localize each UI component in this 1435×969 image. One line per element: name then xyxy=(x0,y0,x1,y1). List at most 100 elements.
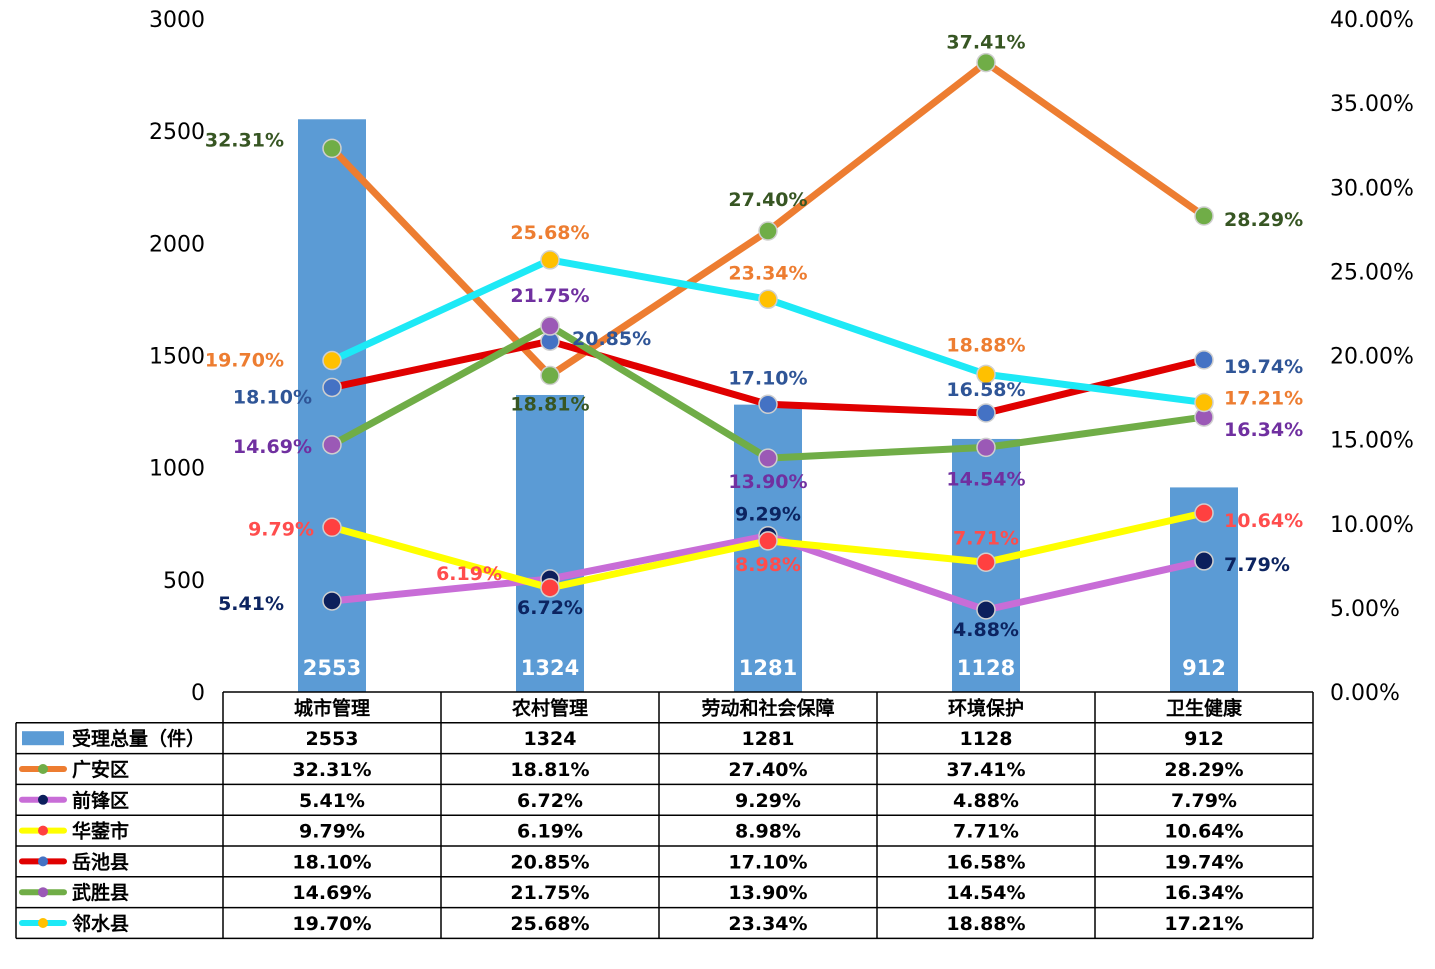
right-axis: 0.00% 5.00% 10.00% 15.00% 20.00% 25.00% 30.00%… xyxy=(1330,8,1414,706)
point-label: 32.31% xyxy=(205,129,284,151)
table-header-cell: 劳动和社会保障 xyxy=(701,696,834,719)
right-axis-tick-label: 35.00% xyxy=(1330,92,1414,117)
point-label: 6.19% xyxy=(436,563,502,585)
left-axis-tick-label: 0 xyxy=(191,681,205,706)
bar xyxy=(516,394,584,692)
point-label: 9.29% xyxy=(735,504,801,526)
point-label: 5.41% xyxy=(218,593,284,615)
table-header-cell: 卫生健康 xyxy=(1166,696,1243,719)
table-header-cell: 农村管理 xyxy=(511,696,588,719)
point-label: 14.69% xyxy=(233,436,312,458)
table-cell: 4.88% xyxy=(953,790,1019,812)
series-marker xyxy=(322,591,342,611)
table-cell: 37.41% xyxy=(946,759,1025,781)
table-cell: 10.64% xyxy=(1164,821,1243,843)
series-marker xyxy=(976,600,996,620)
table-cell: 20.85% xyxy=(510,851,589,873)
point-label: 16.34% xyxy=(1224,419,1303,441)
series-marker xyxy=(322,435,342,455)
series-marker xyxy=(540,250,560,270)
series-marker xyxy=(758,289,778,310)
bar-value-label: 1128 xyxy=(957,656,1015,680)
table-cell: 16.58% xyxy=(946,851,1025,873)
table-cell: 912 xyxy=(1184,728,1224,750)
data-labels: 32.31% 18.81% 27.40% 37.41% 28.29% 5.41% 6.72%… xyxy=(205,32,1303,641)
point-label: 7.71% xyxy=(953,527,1019,549)
point-label: 21.75% xyxy=(510,285,589,307)
point-label: 4.88% xyxy=(953,619,1019,641)
series-marker xyxy=(540,578,560,598)
table-cell: 5.41% xyxy=(299,790,365,812)
legend-key-marker xyxy=(38,764,48,774)
series-marker xyxy=(1194,350,1214,370)
table-cell: 17.21% xyxy=(1164,913,1243,935)
right-axis-tick-label: 40.00% xyxy=(1330,8,1414,33)
point-label: 37.41% xyxy=(946,32,1025,54)
point-label: 19.70% xyxy=(205,350,284,372)
left-axis-tick-label: 1500 xyxy=(149,345,205,370)
table-cell: 14.69% xyxy=(292,882,371,904)
series-marker xyxy=(758,531,778,551)
table-cell: 27.40% xyxy=(728,759,807,781)
series-marker xyxy=(976,52,996,73)
point-label: 18.88% xyxy=(946,334,1025,356)
point-label: 13.90% xyxy=(728,471,807,493)
table-cell: 9.79% xyxy=(299,821,365,843)
right-axis-tick-label: 20.00% xyxy=(1330,345,1414,370)
table-cell: 32.31% xyxy=(292,759,371,781)
table-cell: 18.10% xyxy=(292,851,371,873)
point-label: 20.85% xyxy=(572,328,651,350)
series-marker xyxy=(322,350,342,371)
series-marker xyxy=(1194,503,1214,523)
table-cell: 19.70% xyxy=(292,913,371,935)
table-cell: 1128 xyxy=(960,728,1013,750)
bar-value-label: 2553 xyxy=(303,656,361,680)
table-cell: 2553 xyxy=(306,728,359,750)
left-axis-tick-label: 2000 xyxy=(149,232,205,257)
table-row-name: 广安区 xyxy=(72,758,129,781)
table-header-cell: 城市管理 xyxy=(294,696,370,719)
table-cell: 25.68% xyxy=(510,913,589,935)
table-row-name: 华蓥市 xyxy=(72,820,129,843)
point-label: 8.98% xyxy=(735,554,801,576)
series-marker xyxy=(758,394,778,415)
point-label: 17.10% xyxy=(728,367,807,389)
legend-key-marker xyxy=(38,918,48,928)
series-marker xyxy=(540,316,560,336)
left-axis: 0 500 1000 1500 2000 2500 3000 xyxy=(149,8,205,706)
table-cell: 1281 xyxy=(742,728,795,750)
series-marker xyxy=(1194,551,1214,571)
table-cell: 16.34% xyxy=(1164,882,1243,904)
series-marker xyxy=(540,365,560,386)
point-label: 28.29% xyxy=(1224,209,1303,231)
left-axis-tick-label: 2500 xyxy=(149,120,205,145)
point-label: 9.79% xyxy=(248,518,314,540)
series-marker xyxy=(1194,392,1214,413)
point-label: 17.21% xyxy=(1224,387,1303,409)
table-cell: 28.29% xyxy=(1164,759,1243,781)
left-axis-tick-label: 1000 xyxy=(149,457,205,482)
table-header-cell: 环境保护 xyxy=(948,696,1024,719)
bar-value-label: 1281 xyxy=(739,656,797,680)
point-label: 18.10% xyxy=(233,386,312,408)
left-axis-tick-label: 3000 xyxy=(149,8,205,33)
right-axis-tick-label: 10.00% xyxy=(1330,513,1414,538)
table-row-name: 受理总量（件） xyxy=(72,727,205,750)
table-cell: 18.88% xyxy=(946,913,1025,935)
legend-key-marker xyxy=(38,825,48,836)
table-cell: 23.34% xyxy=(728,913,807,935)
legend-key-marker xyxy=(38,887,48,898)
series-line xyxy=(328,59,1208,380)
bar-value-label: 1324 xyxy=(521,656,579,680)
table-cell: 14.54% xyxy=(946,882,1025,904)
series-marker xyxy=(758,448,778,468)
table-cell: 8.98% xyxy=(735,821,801,843)
table-cell: 17.10% xyxy=(728,851,807,873)
point-label: 23.34% xyxy=(728,262,807,284)
series-marker xyxy=(322,517,342,538)
table-row-name: 武胜县 xyxy=(72,882,129,904)
right-axis-tick-label: 25.00% xyxy=(1330,260,1414,285)
point-label: 27.40% xyxy=(728,189,807,211)
series-marker xyxy=(1194,206,1214,226)
series-marker xyxy=(322,138,342,159)
